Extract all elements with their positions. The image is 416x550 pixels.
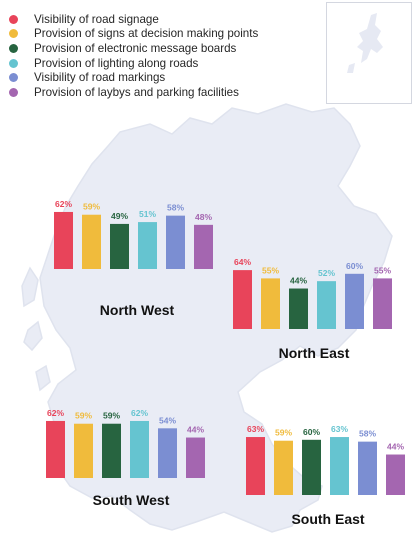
bar-value-label: 64% — [234, 257, 251, 267]
bar — [166, 215, 185, 269]
bar — [138, 222, 157, 269]
bar — [186, 437, 205, 478]
bar-value-label: 59% — [83, 202, 100, 212]
legend-swatch — [9, 43, 18, 53]
legend-item: Provision of laybys and parking faciliti… — [6, 85, 316, 100]
bar — [102, 423, 121, 478]
bar-value-label: 55% — [374, 265, 391, 275]
bar — [261, 278, 280, 329]
bar — [82, 214, 101, 269]
bar-value-label: 62% — [131, 408, 148, 418]
bar-value-label: 62% — [47, 408, 64, 418]
bar — [345, 273, 364, 329]
bar — [373, 278, 392, 329]
island-shape — [35, 364, 51, 392]
bar — [246, 437, 265, 495]
bar — [54, 211, 73, 269]
bar-value-label: 49% — [111, 211, 128, 221]
island-shape — [21, 266, 39, 308]
bar-value-label: 59% — [103, 411, 120, 421]
legend-item: Provision of signs at decision making po… — [6, 27, 316, 42]
legend-label: Provision of electronic message boards — [34, 41, 237, 55]
bar-value-label: 44% — [187, 425, 204, 435]
legend-label: Visibility of road markings — [34, 71, 166, 85]
legend-item: Visibility of road markings — [6, 70, 316, 85]
bar — [158, 428, 177, 478]
bar — [386, 454, 405, 495]
legend-swatch — [9, 14, 18, 24]
region-chart-south-east: 63% 59% 60% 63% 58% 44% South East — [246, 424, 405, 527]
legend-swatch — [9, 29, 18, 39]
region-chart-north-west: 62% 59% 49% 51% 58% 48% North West — [54, 199, 213, 318]
bar — [358, 441, 377, 495]
region-title: South West — [93, 492, 170, 508]
bar — [330, 437, 349, 495]
legend-label: Provision of lighting along roads — [34, 56, 199, 70]
bar — [317, 281, 336, 329]
region-title: South East — [291, 511, 364, 527]
bar — [233, 270, 252, 329]
bar-value-label: 58% — [167, 203, 184, 213]
bar — [130, 420, 149, 478]
bar-value-label: 59% — [275, 428, 292, 438]
island-shape — [23, 320, 43, 352]
bar-value-label: 63% — [247, 424, 264, 434]
bar-value-label: 62% — [55, 199, 72, 209]
bar-value-label: 44% — [290, 276, 307, 286]
legend-item: Provision of lighting along roads — [6, 56, 316, 71]
bar — [194, 224, 213, 269]
region-chart-north-east: 64% 55% 44% 52% 60% 55% North East — [233, 257, 392, 361]
bar-value-label: 54% — [159, 415, 176, 425]
bar — [74, 423, 93, 478]
region-chart-south-west: 62% 59% 59% 62% 54% 44% South West — [46, 408, 205, 508]
legend-label: Provision of signs at decision making po… — [34, 27, 259, 41]
bar-value-label: 51% — [139, 209, 156, 219]
bar — [110, 223, 129, 269]
bar — [302, 439, 321, 495]
bar-value-label: 60% — [303, 427, 320, 437]
bar-value-label: 44% — [387, 442, 404, 452]
legend-item: Provision of electronic message boards — [6, 41, 316, 56]
legend-swatch — [9, 73, 18, 83]
bar-value-label: 63% — [331, 424, 348, 434]
bar-value-label: 52% — [318, 268, 335, 278]
bar-value-label: 48% — [195, 212, 212, 222]
legend: Visibility of road signage Provision of s… — [6, 12, 316, 100]
bar — [289, 288, 308, 329]
region-title: North East — [279, 345, 350, 361]
legend-item: Visibility of road signage — [6, 12, 316, 27]
legend-swatch — [9, 58, 18, 68]
bar-value-label: 59% — [75, 411, 92, 421]
bar-value-label: 60% — [346, 261, 363, 271]
legend-label: Visibility of road signage — [34, 12, 159, 26]
bar — [274, 440, 293, 495]
shetland-islands-shape — [347, 13, 383, 73]
bar — [46, 420, 65, 478]
region-title: North West — [100, 302, 175, 318]
legend-swatch — [9, 87, 18, 97]
bar-value-label: 55% — [262, 265, 279, 275]
shetland-inset — [326, 2, 412, 104]
bar-value-label: 58% — [359, 429, 376, 439]
legend-label: Provision of laybys and parking faciliti… — [34, 85, 239, 99]
